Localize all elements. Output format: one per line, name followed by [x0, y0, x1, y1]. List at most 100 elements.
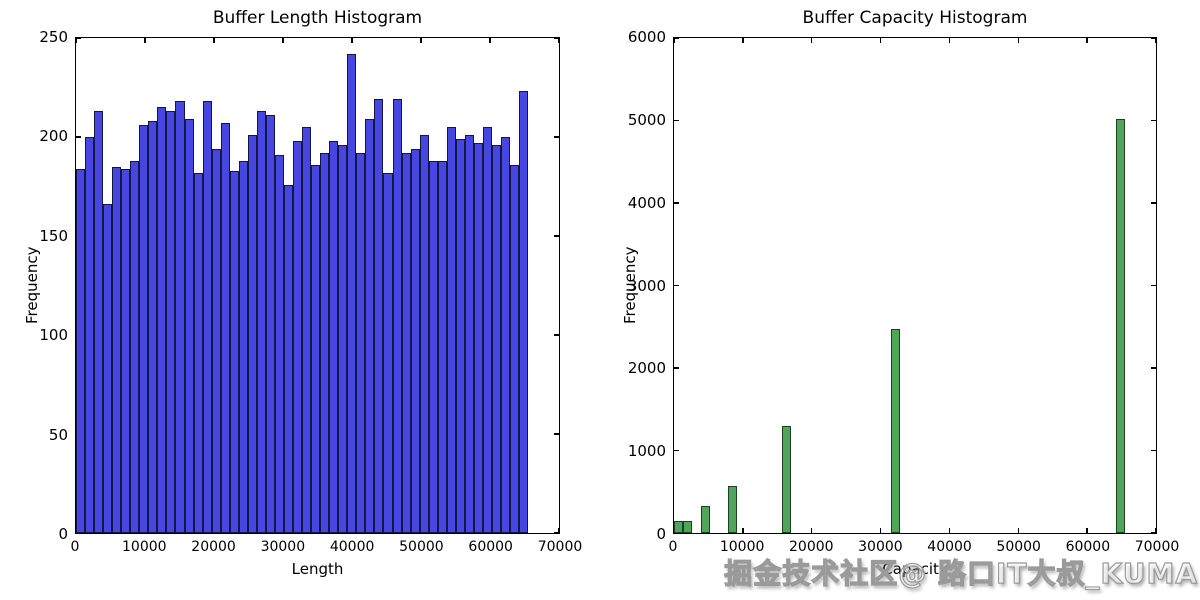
- histogram-bar: [284, 184, 294, 533]
- y-tick-label: 2000: [627, 359, 666, 378]
- histogram-bar: [247, 135, 257, 533]
- x-tick: [811, 528, 813, 533]
- x-tick: [948, 38, 951, 43]
- histogram-bar: [166, 111, 176, 533]
- y-tick: [76, 136, 81, 138]
- histogram-bar: [374, 99, 384, 533]
- y-tick: [1151, 532, 1156, 534]
- y-tick: [554, 433, 559, 435]
- histogram-bar: [501, 137, 511, 533]
- y-tick: [554, 532, 559, 534]
- x-tick: [742, 38, 744, 43]
- x-tick-label: 0: [70, 539, 80, 555]
- histogram-bar: [157, 107, 167, 533]
- x-tick-label: 30000: [858, 539, 903, 555]
- histogram-bar: [76, 168, 86, 533]
- histogram-bar: [890, 329, 900, 533]
- y-tick: [1151, 449, 1156, 452]
- histogram-bar: [473, 142, 483, 533]
- x-tick-label: 60000: [1065, 539, 1111, 555]
- y-tick-label: 150: [39, 226, 68, 245]
- x-tick: [1086, 38, 1088, 43]
- y-tick: [554, 334, 559, 336]
- y-tick-label: 100: [39, 326, 68, 345]
- y-tick: [674, 449, 679, 452]
- x-tick: [1086, 528, 1088, 533]
- x-tick: [75, 38, 77, 43]
- y-tick: [674, 37, 679, 39]
- chart-title: Buffer Length Histogram: [212, 8, 423, 28]
- x-tick: [558, 38, 560, 43]
- x-axis-label: Capacity: [882, 560, 948, 578]
- histogram-bar: [683, 521, 693, 533]
- histogram-bar: [383, 172, 393, 533]
- y-tick-label: 3000: [627, 276, 666, 295]
- x-tick-label: 30000: [260, 539, 306, 555]
- y-tick: [554, 37, 559, 39]
- histogram-bar: [211, 148, 221, 533]
- x-tick: [879, 528, 882, 533]
- y-tick: [1151, 284, 1156, 287]
- y-tick: [554, 136, 559, 138]
- x-tick-label: 0: [668, 539, 678, 555]
- histogram-bar: [238, 160, 248, 533]
- histogram-bar: [184, 119, 194, 533]
- y-tick-label: 1000: [627, 442, 666, 461]
- histogram-bar: [782, 425, 792, 533]
- histogram-bar: [220, 123, 230, 533]
- histogram-bar: [311, 164, 321, 533]
- x-tick-label: 40000: [927, 539, 972, 555]
- x-tick: [351, 38, 353, 43]
- x-tick: [282, 38, 284, 43]
- y-tick-label: 50: [48, 425, 68, 444]
- x-tick: [1017, 38, 1019, 43]
- y-tick: [1151, 37, 1156, 39]
- y-tick-label: 6000: [627, 28, 666, 46]
- y-tick: [674, 367, 679, 369]
- histogram-bar: [112, 166, 122, 533]
- histogram-bar: [482, 127, 492, 533]
- histogram-bar: [302, 127, 312, 533]
- y-tick: [554, 235, 559, 237]
- histogram-bar: [1116, 118, 1126, 533]
- histogram-bar: [329, 140, 339, 533]
- buffer-capacity-histogram: Buffer Capacity Histogram Frequency Capa…: [621, 8, 1179, 578]
- histogram-bar: [338, 144, 348, 533]
- histogram-bar: [121, 168, 131, 533]
- histogram-bar: [410, 148, 420, 533]
- x-tick: [213, 38, 215, 43]
- histogram-bar: [401, 152, 411, 533]
- histogram-bar: [130, 160, 140, 533]
- histogram-bar: [229, 170, 239, 533]
- histogram-bar: [139, 125, 149, 533]
- histogram-bar: [94, 111, 104, 533]
- y-tick: [674, 284, 679, 287]
- watermark-text: 掘金技术社区@ 路口IT大叔_KUMA: [724, 556, 1198, 590]
- y-tick: [674, 202, 679, 204]
- x-tick-label: 10000: [719, 539, 765, 555]
- y-tick: [674, 119, 679, 122]
- histogram-bar: [347, 53, 357, 533]
- histogram-bar: [293, 140, 303, 533]
- histogram-bar: [728, 485, 738, 533]
- x-tick: [1155, 38, 1157, 43]
- histogram-bar: [103, 204, 113, 533]
- x-tick-label: 40000: [329, 539, 375, 555]
- x-tick-label: 70000: [537, 539, 583, 555]
- histogram-bar: [392, 99, 402, 533]
- histogram-bar: [674, 520, 684, 533]
- histogram-bar: [437, 160, 447, 533]
- histogram-bar: [320, 152, 330, 533]
- y-tick-label: 250: [39, 28, 68, 46]
- x-tick: [489, 38, 491, 43]
- x-tick: [558, 528, 560, 533]
- y-tick: [1151, 119, 1156, 122]
- histogram-bar: [175, 101, 185, 533]
- x-tick-label: 70000: [1134, 539, 1180, 555]
- x-tick-label: 50000: [996, 539, 1041, 555]
- x-tick-label: 20000: [789, 539, 834, 555]
- x-axis-label: Length: [291, 560, 344, 578]
- x-tick: [1155, 528, 1157, 533]
- x-tick: [879, 38, 882, 43]
- x-tick: [948, 528, 951, 533]
